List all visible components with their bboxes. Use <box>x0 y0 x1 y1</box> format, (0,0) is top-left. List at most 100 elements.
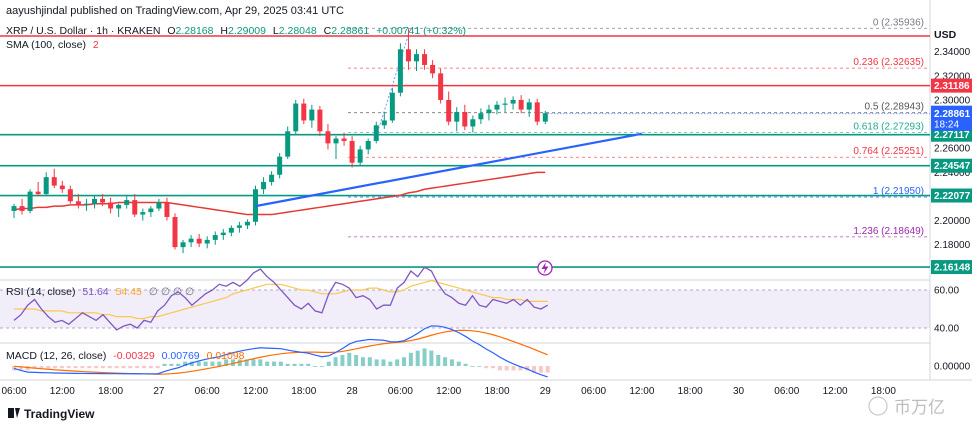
candle-body <box>446 99 452 122</box>
current-price: 2.28861 <box>934 109 971 120</box>
published-line: aayushjindal published on TradingView.co… <box>6 5 344 17</box>
time-tick: 18:00 <box>291 386 316 397</box>
macd-hist-bar <box>436 355 441 366</box>
time-tick: 18:00 <box>484 386 509 397</box>
time-tick: 12:00 <box>436 386 461 397</box>
fib-label: 1.236 (2.18649) <box>853 226 924 237</box>
candle <box>510 96 516 110</box>
macd-hist-bar <box>176 363 181 366</box>
fib-label: 1 (2.21950) <box>873 186 924 197</box>
candle-body <box>293 103 299 132</box>
candle <box>309 104 315 128</box>
macd-lines: 0.00000 <box>12 325 971 378</box>
candle <box>132 194 138 217</box>
candle-body <box>341 138 347 141</box>
change-value: +0.00741 (+0.32%) <box>376 25 466 37</box>
candle-body <box>470 119 476 127</box>
macd-hist-bar <box>497 366 502 371</box>
candle-body <box>301 103 307 121</box>
support-price-tag-bg <box>931 260 972 275</box>
macd-hist-bar <box>196 361 201 366</box>
candle-body <box>140 212 146 215</box>
macd-hist-bar <box>484 366 489 369</box>
macd-hist-bar <box>456 361 461 366</box>
macd-hist-bar <box>415 350 420 366</box>
candle <box>43 172 49 196</box>
candle-body <box>116 204 122 209</box>
support-price-tag-bg <box>931 158 972 173</box>
macd-hist-bar <box>429 350 434 366</box>
candle <box>486 104 492 121</box>
svg-text:MACD (12, 26, close) -0.: MACD (12, 26, close) -0.00329 0.00769 0.… <box>6 350 245 362</box>
rsi-band <box>0 290 930 328</box>
macd-hist-bar <box>183 361 188 366</box>
fib-label: 0 (2.35936) <box>873 17 924 28</box>
candle-body <box>285 131 291 157</box>
candle-body <box>325 131 331 144</box>
candle <box>124 196 130 209</box>
candle-body <box>269 174 275 182</box>
macd-hist-bar <box>326 361 331 366</box>
svg-text:XRP / U.S. Dollar · 1h · KRAKE: XRP / U.S. Dollar · 1h · KRAKEN O2.28168… <box>6 25 466 37</box>
macd-hist-bar <box>360 357 365 366</box>
candle-body <box>526 102 532 110</box>
candle-body <box>486 109 492 114</box>
rsi-empty-values: ∅ ∅ ∅ ∅ <box>149 286 194 298</box>
low-label: L <box>273 25 279 37</box>
macd-hist-bar <box>169 363 174 366</box>
candle <box>156 198 162 211</box>
fib-ratio: 0.764 <box>853 146 878 157</box>
macd-hist-bar <box>59 366 64 369</box>
support-price-tag: 2.16148 <box>934 263 971 274</box>
fib-label: 0.764 (2.25251) <box>853 146 924 157</box>
macd-hist-bar <box>511 366 516 371</box>
macd-hist-bar <box>210 361 215 366</box>
macd-hist-bar <box>340 355 345 366</box>
fib-ratio: 0.5 <box>864 102 878 113</box>
fib-value: 2.25251 <box>885 146 922 157</box>
candle <box>75 194 81 209</box>
fib-value: 2.28943 <box>885 102 922 113</box>
candle-body <box>333 138 339 144</box>
candle <box>11 203 17 219</box>
macd-hist-bar <box>313 366 318 367</box>
candle-body <box>236 225 242 228</box>
candle-body <box>414 54 419 62</box>
fib-value: 2.21950 <box>885 186 922 197</box>
candle-body <box>67 189 73 202</box>
trendline <box>255 34 643 208</box>
macd-hist-bar <box>285 363 290 366</box>
macd-hist-bar <box>306 363 311 366</box>
candle-body <box>164 202 170 217</box>
candle <box>349 136 355 168</box>
candle <box>365 138 371 155</box>
candle <box>454 107 460 132</box>
candle-body <box>100 198 106 203</box>
macd-hist-bar <box>53 366 58 369</box>
fib-ratio: 0 <box>873 17 879 28</box>
time-tick: 29 <box>540 386 552 397</box>
macd-hist-bar <box>39 366 44 369</box>
candle <box>67 185 73 204</box>
candle <box>397 43 403 97</box>
candle-body <box>19 206 25 211</box>
candle-body <box>365 140 371 150</box>
fib-label: 0.236 (2.32635) <box>853 57 924 68</box>
candle-body <box>172 216 178 248</box>
candle <box>204 236 210 249</box>
time-axis: 06:00 12:00 18:00 27 06:00 12:00 18:00 28 06:00 1… <box>1 386 896 397</box>
candle <box>494 101 500 115</box>
lightning-icon[interactable] <box>537 260 553 276</box>
time-tick: 06:00 <box>388 386 413 397</box>
macd-hist-bar <box>449 359 454 366</box>
currency-label: USD <box>934 29 957 41</box>
fib-ratio: 0.618 <box>853 122 878 133</box>
sma-label: SMA (100, close) <box>6 39 86 51</box>
candle <box>301 98 307 125</box>
candle <box>470 115 476 133</box>
macd-hist-bar <box>135 366 140 369</box>
support-resistance-lines <box>0 35 930 268</box>
candle <box>140 208 146 221</box>
time-tick: 06:00 <box>581 386 606 397</box>
fib-ratio: 0.236 <box>853 57 878 68</box>
